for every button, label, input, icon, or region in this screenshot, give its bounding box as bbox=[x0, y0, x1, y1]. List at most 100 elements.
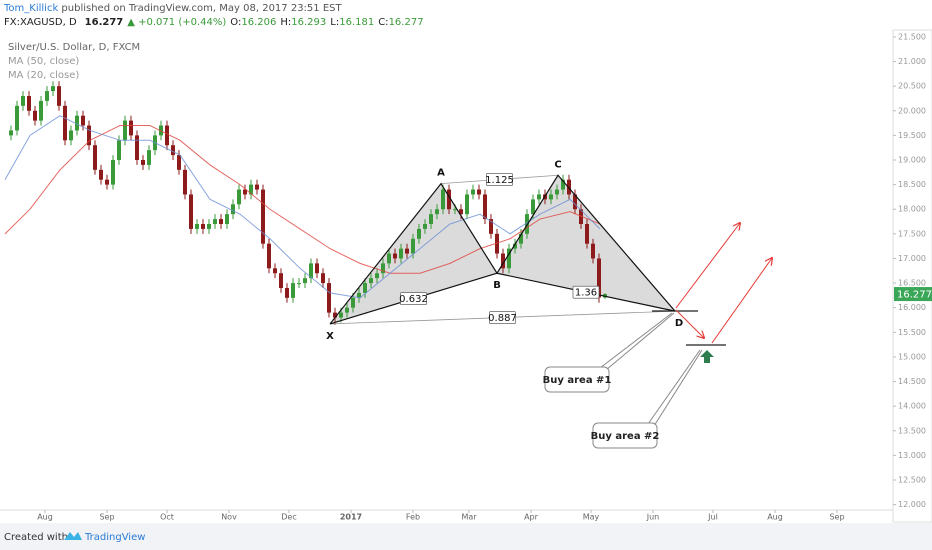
candle-body bbox=[195, 224, 199, 229]
candle-body bbox=[561, 179, 565, 190]
candle-body bbox=[105, 179, 109, 185]
candle-body bbox=[165, 125, 169, 146]
footer-brand[interactable]: TradingView bbox=[84, 532, 145, 543]
y-tick-label: 12.500 bbox=[898, 476, 926, 485]
ratio-label: 0.632 bbox=[399, 294, 428, 305]
last-price-box bbox=[894, 287, 932, 302]
x-tick-label: Sep bbox=[829, 513, 844, 522]
y-tick-label: 19.000 bbox=[898, 156, 926, 165]
y-tick-label: 18.000 bbox=[898, 205, 926, 214]
candle-body bbox=[9, 130, 13, 136]
candle-body bbox=[459, 209, 463, 215]
candle-body bbox=[477, 189, 481, 195]
x-tick-label: Apr bbox=[524, 513, 539, 522]
h-value: 16.293 bbox=[291, 17, 326, 28]
candle-body bbox=[33, 110, 37, 121]
candle-body bbox=[441, 189, 445, 210]
footer-created: Created with bbox=[4, 532, 68, 543]
callout bbox=[544, 366, 610, 393]
change: ▲ +0.071 (+0.44%) bbox=[127, 17, 226, 28]
x-tick-label: Oct bbox=[160, 513, 174, 522]
candle-body bbox=[201, 224, 205, 229]
l-label: L: bbox=[330, 17, 339, 28]
y-tick-label: 13.500 bbox=[898, 426, 926, 435]
candle-body bbox=[393, 253, 397, 259]
candle-body bbox=[129, 120, 133, 136]
candle-body bbox=[297, 283, 301, 285]
candle-body bbox=[585, 224, 589, 244]
candle-body bbox=[243, 189, 247, 195]
candle-body bbox=[327, 283, 331, 313]
candle-body bbox=[363, 283, 367, 293]
x-tick-label: Feb bbox=[406, 513, 420, 522]
ratio-label: 1.36 bbox=[575, 288, 597, 299]
y-tick-label: 15.000 bbox=[898, 352, 926, 361]
callout-pointer bbox=[647, 349, 701, 425]
candle-body bbox=[417, 228, 421, 239]
candle-body bbox=[219, 219, 223, 224]
author[interactable]: Tom_Killick bbox=[3, 3, 58, 14]
candle-body bbox=[51, 86, 55, 92]
candle-body bbox=[45, 91, 49, 101]
candle-body bbox=[21, 96, 25, 106]
candle-body bbox=[501, 253, 505, 269]
last: 16.277 bbox=[85, 17, 124, 28]
x-tick-label: Mar bbox=[461, 513, 477, 522]
candle-body bbox=[321, 273, 325, 284]
y-tick-label: 21.000 bbox=[898, 57, 926, 66]
ma-line bbox=[4, 115, 601, 299]
callout-pointer bbox=[605, 312, 675, 371]
y-tick-label: 19.500 bbox=[898, 131, 926, 140]
pattern-point-label: A bbox=[437, 168, 445, 179]
candle-body bbox=[213, 219, 217, 224]
ratio-box bbox=[400, 292, 427, 305]
price-axis bbox=[892, 29, 932, 523]
y-tick-label: 16.000 bbox=[898, 303, 926, 312]
y-tick-label: 14.000 bbox=[898, 402, 926, 411]
last-price-label: 16.277 bbox=[897, 290, 932, 301]
pattern-point-label: C bbox=[554, 159, 561, 170]
candle-body bbox=[351, 297, 355, 308]
y-tick-label: 17.000 bbox=[898, 254, 926, 263]
candle-body bbox=[339, 312, 343, 318]
candle-body bbox=[225, 214, 229, 224]
candle-body bbox=[171, 145, 175, 156]
candle-body bbox=[237, 189, 241, 205]
candle-body bbox=[591, 243, 595, 259]
candle-body bbox=[465, 194, 469, 215]
candle-body bbox=[375, 273, 379, 279]
ratio-box bbox=[486, 173, 513, 186]
candle-body bbox=[435, 209, 439, 215]
ratio-label: 0.887 bbox=[488, 313, 517, 324]
l-value: 16.181 bbox=[339, 17, 374, 28]
candle-body bbox=[555, 189, 559, 195]
o-value: 16.206 bbox=[241, 17, 276, 28]
candle-body bbox=[135, 135, 139, 160]
callout-pointer bbox=[653, 349, 703, 427]
candle-body bbox=[315, 263, 319, 274]
candle-body bbox=[453, 209, 457, 211]
candle-body bbox=[189, 194, 193, 229]
y-tick-label: 14.500 bbox=[898, 377, 926, 386]
ratio-label: 1.125 bbox=[485, 175, 514, 186]
candle-body bbox=[111, 160, 115, 185]
candle-body bbox=[93, 145, 97, 170]
x-tick-label: Jun bbox=[646, 513, 660, 522]
candle-body bbox=[27, 96, 31, 111]
candle-body bbox=[537, 194, 541, 200]
candle-body bbox=[249, 184, 253, 195]
candle-body bbox=[357, 292, 361, 298]
candle-body bbox=[99, 169, 103, 180]
h-label: H: bbox=[280, 17, 291, 28]
callout-text: Buy area #2 bbox=[591, 431, 660, 442]
candle-body bbox=[15, 105, 19, 131]
callout-text: Buy area #1 bbox=[543, 375, 612, 386]
candle-body bbox=[429, 214, 433, 224]
y-tick-label: 13.000 bbox=[898, 451, 926, 460]
chart-title: Silver/U.S. Dollar, D, FXCM bbox=[8, 42, 140, 53]
candle-body bbox=[117, 140, 121, 160]
pattern-path bbox=[329, 174, 676, 325]
candle-body bbox=[63, 105, 67, 141]
candle-body bbox=[273, 268, 277, 274]
candle-body bbox=[231, 204, 235, 215]
